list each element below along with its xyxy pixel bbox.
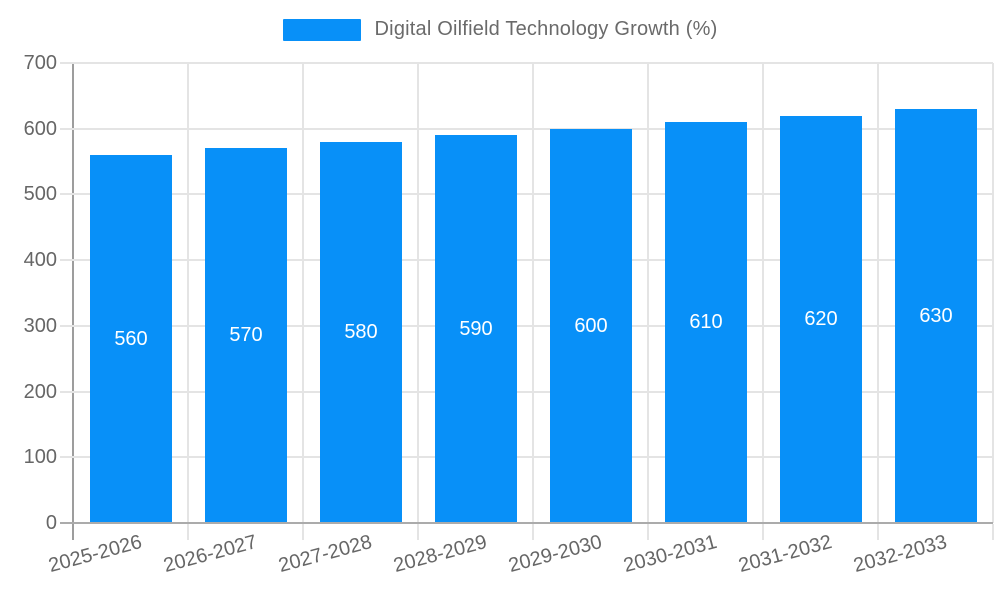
y-tick-label: 300 [23, 314, 57, 337]
v-gridline [187, 63, 189, 523]
x-axis-line [60, 522, 993, 524]
v-gridline [532, 63, 534, 523]
bar[interactable]: 620 [780, 116, 862, 523]
bar[interactable]: 590 [435, 135, 517, 523]
x-tick-mark [647, 524, 649, 540]
x-tick-mark [877, 524, 879, 540]
x-axis-label: 2025-2026 [46, 531, 145, 578]
y-tick-mark [60, 324, 73, 327]
y-tick-label: 400 [23, 249, 57, 272]
bar-value-label: 620 [804, 308, 838, 330]
bar[interactable]: 580 [320, 142, 402, 523]
v-gridline [992, 63, 994, 523]
x-tick-mark [302, 524, 304, 540]
x-axis-label: 2031-2032 [736, 531, 835, 578]
y-tick-label: 0 [45, 512, 57, 534]
bar[interactable]: 600 [550, 129, 632, 523]
y-tick-mark [60, 193, 73, 196]
x-tick-mark [532, 524, 534, 540]
bar-value-label: 630 [919, 304, 953, 327]
bar-value-label: 560 [114, 327, 148, 350]
bar[interactable]: 570 [205, 148, 287, 523]
x-tick-mark [992, 524, 994, 540]
x-axis-label: 2029-2030 [506, 531, 605, 578]
y-tick-label: 100 [23, 446, 57, 469]
y-axis-line [72, 63, 74, 540]
legend-swatch [282, 18, 361, 41]
v-gridline [417, 63, 419, 523]
v-gridline [877, 63, 879, 523]
x-axis-label: 2026-2027 [161, 531, 260, 578]
x-axis-label: 2030-2031 [621, 531, 720, 578]
legend[interactable]: Digital Oilfield Technology Growth (%) [0, 18, 1000, 41]
bar-value-label: 610 [689, 311, 723, 333]
x-tick-mark [417, 524, 419, 540]
y-tick-mark [60, 62, 73, 64]
x-tick-mark [762, 524, 764, 540]
y-tick-label: 700 [23, 52, 57, 74]
x-tick-mark [72, 524, 74, 540]
legend-label: Digital Oilfield Technology Growth (%) [374, 18, 718, 40]
y-tick-label: 500 [23, 183, 57, 206]
bar[interactable]: 610 [665, 122, 747, 523]
y-tick-mark [60, 127, 73, 130]
x-axis-label: 2032-2033 [851, 531, 950, 578]
v-gridline [762, 63, 764, 523]
x-tick-mark [187, 524, 189, 540]
y-tick-label: 600 [23, 117, 57, 140]
y-tick-mark [60, 390, 73, 393]
y-tick-mark [60, 456, 73, 459]
bar-value-label: 600 [574, 314, 608, 337]
x-axis-label: 2027-2028 [276, 531, 375, 578]
v-gridline [302, 63, 304, 523]
bar-value-label: 580 [344, 321, 378, 343]
bar[interactable]: 560 [90, 155, 172, 523]
bar[interactable]: 630 [895, 109, 977, 523]
y-tick-mark [60, 259, 73, 262]
y-tick-label: 200 [23, 380, 57, 403]
v-gridline [647, 63, 649, 523]
x-axis-label: 2028-2029 [391, 531, 490, 578]
bar-value-label: 570 [229, 324, 263, 346]
plot-area: 560 570 580 590 600 610 620 630 [73, 62, 994, 523]
bar-value-label: 590 [459, 317, 493, 340]
